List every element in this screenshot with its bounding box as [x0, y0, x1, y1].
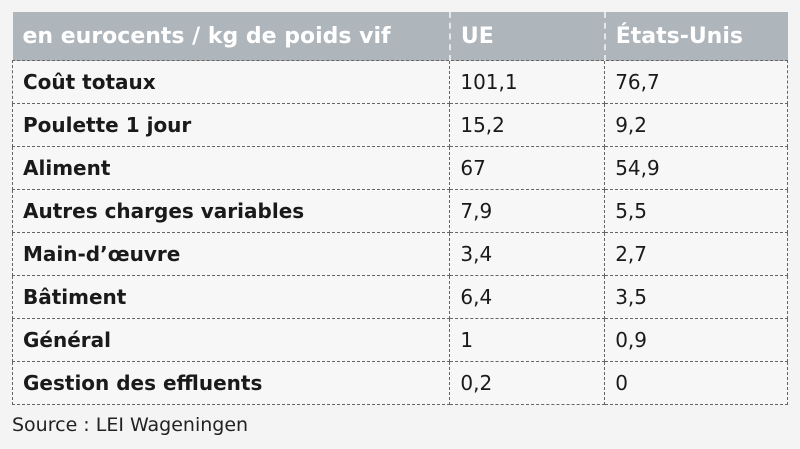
value-cell: 3,5: [604, 275, 788, 319]
table-row: Bâtiment 6,4 3,5: [11, 275, 788, 319]
row-label: Bâtiment: [11, 275, 451, 319]
row-label: Général: [11, 318, 451, 362]
row-label: Gestion des effluents: [11, 361, 451, 405]
table-header: en eurocents / kg de poids vif UE États-Un…: [12, 12, 788, 61]
value-cell: 0: [604, 361, 788, 405]
value-cell: 2,7: [604, 232, 788, 276]
table-row: Main-d’œuvre 3,4 2,7: [11, 232, 788, 276]
table-row: Autres charges variables 7,9 5,5: [11, 189, 788, 233]
table-row: Poulette 1 jour 15,2 9,2: [11, 103, 788, 147]
value-cell: 54,9: [604, 146, 788, 190]
value-cell: 7,9: [449, 189, 606, 233]
header-cell: États-Unis: [604, 12, 788, 61]
value-cell: 76,7: [604, 60, 788, 104]
table-row: Aliment 67 54,9: [11, 146, 788, 190]
value-cell: 9,2: [604, 103, 788, 147]
value-cell: 67: [449, 146, 606, 190]
header-row: en eurocents / kg de poids vif UE États-Un…: [12, 12, 788, 61]
data-table: en eurocents / kg de poids vif UE États-Un…: [11, 12, 788, 405]
row-label: Autres charges variables: [11, 189, 451, 233]
header-cell: en eurocents / kg de poids vif: [12, 12, 451, 61]
value-cell: 0,2: [449, 361, 606, 405]
source-note: Source : LEI Wageningen: [12, 414, 249, 436]
row-label: Main-d’œuvre: [11, 232, 451, 276]
row-label: Aliment: [11, 146, 451, 190]
table-row: Coût totaux 101,1 76,7: [11, 60, 788, 104]
value-cell: 1: [449, 318, 606, 362]
value-cell: 0,9: [604, 318, 788, 362]
table-row: Général 1 0,9: [11, 318, 788, 362]
value-cell: 6,4: [449, 275, 606, 319]
row-label: Poulette 1 jour: [11, 103, 451, 147]
row-label: Coût totaux: [11, 60, 451, 104]
value-cell: 5,5: [604, 189, 788, 233]
value-cell: 101,1: [449, 60, 606, 104]
table-row: Gestion des effluents 0,2 0: [11, 361, 788, 405]
value-cell: 15,2: [449, 103, 606, 147]
header-cell: UE: [449, 12, 606, 61]
table-body: Coût totaux 101,1 76,7 Poulette 1 jour 15,2 9…: [11, 60, 788, 405]
value-cell: 3,4: [449, 232, 606, 276]
